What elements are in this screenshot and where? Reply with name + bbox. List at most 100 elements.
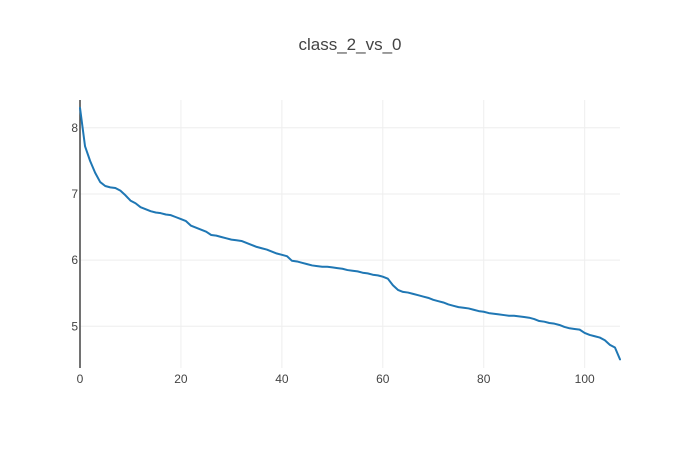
data-point-101 — [589, 334, 591, 336]
data-point-51 — [336, 267, 338, 269]
data-point-48 — [321, 266, 323, 268]
data-point-88 — [523, 316, 525, 318]
data-point-67 — [417, 294, 419, 296]
data-point-74 — [452, 305, 454, 307]
data-point-27 — [215, 235, 217, 237]
data-point-80 — [483, 311, 485, 313]
data-point-82 — [493, 313, 495, 315]
chart-title: class_2_vs_0 — [298, 35, 401, 54]
data-point-10 — [129, 200, 131, 202]
data-point-100 — [584, 332, 586, 334]
series-line-0 — [79, 106, 621, 361]
data-point-41 — [286, 255, 288, 257]
data-point-95 — [558, 324, 560, 326]
data-point-83 — [498, 313, 500, 315]
data-point-30 — [230, 239, 232, 241]
data-point-13 — [145, 208, 147, 210]
data-point-3 — [94, 172, 96, 174]
data-point-15 — [155, 211, 157, 213]
data-point-78 — [473, 309, 475, 311]
data-point-61 — [387, 278, 389, 280]
x-tick-label-60: 60 — [376, 372, 390, 386]
data-point-103 — [599, 337, 601, 339]
data-point-57 — [367, 272, 369, 274]
data-point-71 — [437, 300, 439, 302]
data-point-66 — [412, 293, 414, 295]
data-point-73 — [447, 303, 449, 305]
data-point-91 — [538, 320, 540, 322]
data-point-90 — [533, 318, 535, 320]
y-tick-label-7: 7 — [71, 187, 78, 201]
data-point-87 — [518, 315, 520, 317]
data-point-54 — [352, 270, 354, 272]
data-point-102 — [594, 335, 596, 337]
data-point-86 — [513, 315, 515, 317]
data-point-50 — [331, 266, 333, 268]
data-point-96 — [563, 326, 565, 328]
x-tick-label-20: 20 — [174, 372, 188, 386]
data-point-2 — [89, 160, 91, 162]
data-point-94 — [553, 323, 555, 325]
data-point-72 — [442, 301, 444, 303]
x-tick-label-40: 40 — [275, 372, 289, 386]
data-point-36 — [261, 247, 263, 249]
data-point-104 — [604, 339, 606, 341]
data-point-42 — [291, 260, 293, 262]
series-layer — [79, 106, 621, 361]
data-point-99 — [579, 329, 581, 331]
data-point-28 — [220, 236, 222, 238]
data-point-84 — [503, 314, 505, 316]
data-point-97 — [569, 327, 571, 329]
y-tick-label-6: 6 — [71, 253, 78, 267]
data-point-25 — [205, 231, 207, 233]
data-point-14 — [150, 210, 152, 212]
data-point-38 — [271, 251, 273, 253]
y-tick-label-5: 5 — [71, 319, 78, 333]
data-point-4 — [99, 181, 101, 183]
data-point-26 — [210, 234, 212, 236]
data-point-55 — [357, 270, 359, 272]
data-point-12 — [140, 206, 142, 208]
x-tick-label-100: 100 — [575, 372, 595, 386]
data-point-79 — [478, 310, 480, 312]
x-tick-label-0: 0 — [77, 372, 84, 386]
data-point-98 — [574, 328, 576, 330]
data-point-81 — [488, 312, 490, 314]
data-point-0 — [79, 107, 81, 109]
data-point-56 — [362, 272, 364, 274]
data-point-8 — [119, 190, 121, 192]
data-point-49 — [326, 266, 328, 268]
grid-lines — [80, 100, 620, 368]
data-point-21 — [185, 220, 187, 222]
data-point-17 — [165, 213, 167, 215]
data-point-46 — [311, 264, 313, 266]
data-point-59 — [377, 274, 379, 276]
data-point-31 — [235, 239, 237, 241]
data-point-64 — [402, 291, 404, 293]
data-point-47 — [316, 265, 318, 267]
data-point-85 — [508, 315, 510, 317]
data-point-106 — [614, 346, 616, 348]
data-point-107 — [619, 358, 621, 360]
data-point-52 — [341, 268, 343, 270]
data-point-29 — [225, 237, 227, 239]
data-point-68 — [422, 296, 424, 298]
data-point-23 — [195, 227, 197, 229]
data-point-75 — [458, 306, 460, 308]
tick-labels: 0 20 40 60 80 100 5 6 7 8 — [71, 121, 595, 386]
data-point-18 — [170, 214, 172, 216]
data-point-63 — [397, 289, 399, 291]
data-point-60 — [382, 276, 384, 278]
data-point-35 — [256, 246, 258, 248]
data-point-44 — [301, 262, 303, 264]
data-point-93 — [548, 322, 550, 324]
data-point-34 — [251, 244, 253, 246]
data-point-37 — [266, 249, 268, 251]
data-point-40 — [281, 254, 283, 256]
data-point-69 — [427, 297, 429, 299]
data-point-6 — [109, 186, 111, 188]
data-point-22 — [190, 225, 192, 227]
data-point-89 — [528, 317, 530, 319]
data-point-39 — [276, 253, 278, 255]
